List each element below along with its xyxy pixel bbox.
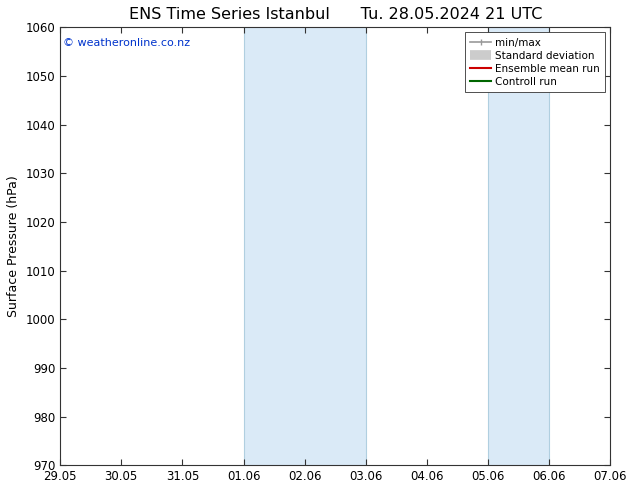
Bar [243, 27, 366, 465]
Legend: min/max, Standard deviation, Ensemble mean run, Controll run: min/max, Standard deviation, Ensemble me… [465, 32, 605, 92]
Text: © weatheronline.co.nz: © weatheronline.co.nz [63, 38, 190, 48]
Title: ENS Time Series Istanbul      Tu. 28.05.2024 21 UTC: ENS Time Series Istanbul Tu. 28.05.2024 … [129, 7, 542, 22]
Y-axis label: Surface Pressure (hPa): Surface Pressure (hPa) [7, 175, 20, 317]
Bar [488, 27, 549, 465]
